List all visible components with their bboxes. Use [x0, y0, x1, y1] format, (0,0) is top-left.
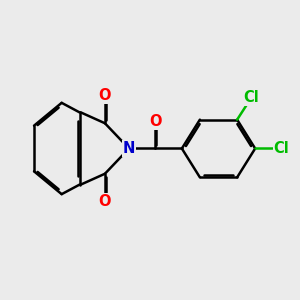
Text: O: O	[149, 114, 162, 129]
Text: N: N	[123, 141, 135, 156]
Text: O: O	[99, 88, 111, 103]
Text: Cl: Cl	[274, 141, 290, 156]
Text: Cl: Cl	[244, 90, 260, 105]
Text: O: O	[99, 194, 111, 209]
